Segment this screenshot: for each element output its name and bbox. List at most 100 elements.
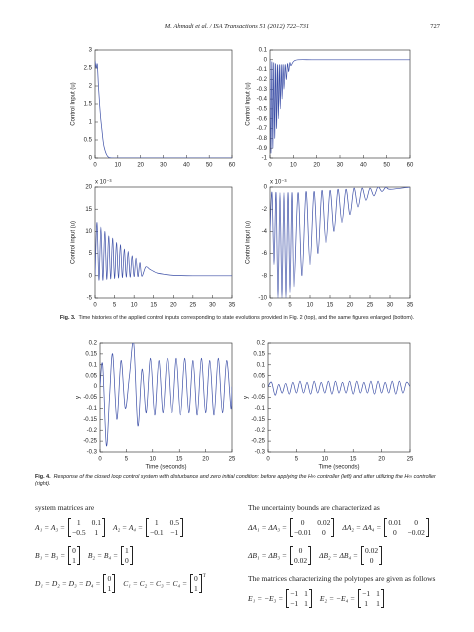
- plot: -0.3 -0.25 -0.2 -0.15 -0.1 -0.05 0 0.05 0.1 0.15 0…: [76, 341, 236, 471]
- matrix-entry: 0: [72, 546, 76, 555]
- equation-line: A₁ = A₃ = 1 0.1 −0.5 1 A₂ = A₄ = 1 0.5 −0.1 −1: [35, 518, 235, 537]
- x-tick-label: 10: [321, 457, 328, 463]
- x-tick-label: 20: [170, 303, 177, 309]
- equation-line: ΔB₁ = ΔB₃ = 0 0.02 ΔB₂ = ΔB₄ = 0.02 0: [248, 546, 448, 565]
- matrix-entry: 1: [107, 584, 112, 593]
- x-tick-label: 5: [295, 457, 299, 463]
- matrix-entry: 1: [364, 599, 368, 608]
- y-tick-label: 0.5: [84, 138, 93, 144]
- x-tick-label: 30: [337, 163, 344, 169]
- x-tick-label: 50: [206, 163, 213, 169]
- y-tick-label: -0.15: [83, 417, 97, 423]
- plot-frame: [269, 49, 411, 159]
- x-tick-label: 20: [378, 457, 385, 463]
- matrix-entry: −1: [362, 589, 371, 598]
- equation-term: ΔB₂ = ΔB₄ = 0.02 0: [319, 546, 383, 565]
- x-tick-label: 30: [160, 163, 167, 169]
- x-tick-label: 30: [209, 303, 216, 309]
- matrix-entry: 0: [369, 556, 374, 565]
- y-tick-label: -6: [262, 251, 268, 257]
- x-tick-label: 30: [387, 303, 394, 309]
- x-tick-label: 15: [327, 303, 334, 309]
- matrix-entry: −1: [290, 589, 299, 598]
- y-tick-label: 0.2: [257, 341, 266, 347]
- y-tick-label: 0: [264, 57, 268, 63]
- x-tick-label: 20: [347, 303, 354, 309]
- y-tick-label: 0: [89, 273, 93, 279]
- equation-lhs: A₂ = A₄ =: [112, 523, 143, 532]
- equation-lhs: ΔB₂ = ΔB₄ =: [319, 551, 358, 560]
- x-tick-label: 15: [150, 303, 157, 309]
- caption-label: Fig. 3.: [59, 315, 76, 321]
- equation-lhs: E₂ = −E₄ =: [319, 594, 356, 603]
- y-tick-label: -0.2: [257, 77, 268, 83]
- matrix: 0.02 0: [361, 546, 383, 565]
- matrix-entry: −0.1: [149, 528, 164, 537]
- y-axis-label: Control input (u): [246, 221, 252, 264]
- plot: -1 -0.9 -0.8 -0.7 -0.6 -0.5 -0.4 -0.3 -0.2 -0.1 0 0…: [246, 48, 414, 169]
- y-scale-label: x 10⁻³: [95, 180, 112, 186]
- y-tick-label: -0.25: [83, 439, 97, 445]
- y-tick-label: -0.4: [257, 97, 268, 103]
- y-tick-label: -0.15: [251, 417, 265, 423]
- y-tick-label: -0.8: [257, 136, 268, 142]
- y-axis-label: y: [76, 396, 82, 399]
- equation-term: ΔB₁ = ΔB₃ = 0 0.02: [248, 546, 312, 565]
- y-tick-label: -8: [262, 273, 268, 279]
- y-tick-label: -1: [262, 156, 268, 162]
- y-tick-label: -0.2: [87, 428, 98, 434]
- y-tick-label: 20: [85, 185, 92, 191]
- y-tick-label: 0.05: [253, 373, 265, 379]
- matrix: 0.01 0 0 −0.02: [384, 518, 429, 537]
- y-tick-label: 0.2: [89, 341, 98, 347]
- x-tick-label: 40: [183, 163, 190, 169]
- y-tick-label: -0.2: [255, 428, 266, 434]
- x-tick-label: 20: [202, 457, 209, 463]
- x-tick-label: 60: [229, 163, 236, 169]
- matrix-entry: 0.1: [91, 518, 101, 527]
- matrix-entry: 1: [376, 589, 380, 598]
- paragraph: The matrices characterizing the polytope…: [248, 574, 436, 583]
- y-scale-label: x 10⁻³: [270, 180, 287, 186]
- x-tick-label: 0: [93, 163, 97, 169]
- y-tick-label: -10: [258, 296, 267, 302]
- matrix-entry: 1: [94, 528, 99, 537]
- y-tick-label: 5: [89, 251, 93, 257]
- y-tick-label: -2: [262, 207, 268, 213]
- x-tick-label: 25: [190, 303, 197, 309]
- x-tick-label: 10: [131, 303, 138, 309]
- y-tick-label: -0.3: [255, 450, 266, 456]
- equation-line: E₁ = −E₃ = −1 1 −1 1 E₂ = −E₄ = −1 1 1 1: [248, 589, 448, 608]
- matrix-entry: −0.5: [72, 528, 86, 537]
- plot-frame: [94, 186, 233, 299]
- matrix-entry: 0: [194, 574, 198, 583]
- superscript: T: [202, 574, 206, 579]
- y-tick-label: -0.3: [257, 87, 268, 93]
- matrix-entry: −1: [170, 528, 179, 537]
- x-tick-label: 10: [149, 457, 156, 463]
- paragraph: The uncertainty bounds are characterized…: [248, 503, 380, 512]
- y-tick-label: 0: [264, 185, 268, 191]
- y-tick-label: 0.15: [253, 351, 265, 357]
- figure-caption: Fig. 4. Response of the closed loop contr…: [35, 474, 440, 488]
- y-axis-label: Control Input (u): [246, 82, 252, 125]
- y-tick-label: 0: [89, 156, 93, 162]
- x-tick-label: 10: [114, 163, 121, 169]
- equation-term: D₁ = D₂ = D₃ = D₄ = 0 1: [35, 574, 116, 593]
- y-axis-label: y: [244, 396, 250, 399]
- y-tick-label: -0.05: [83, 395, 97, 401]
- matrix-entry: 0.02: [293, 556, 308, 565]
- matrix: 1 0.1 −0.5 1: [68, 518, 105, 537]
- equation-line: ΔA₁ = ΔA₃ = 0 0.02 −0.01 0 ΔA₂ = ΔA₄ = 0.01 0 0−…: [248, 518, 448, 537]
- matrix-entry: 0: [321, 528, 326, 537]
- matrix: −1 1 1 1: [358, 589, 384, 608]
- y-tick-label: 1.5: [84, 102, 93, 108]
- plot-frame: [267, 342, 411, 453]
- equation-lhs: ΔA₁ = ΔA₃ =: [248, 523, 287, 532]
- y-tick-label: -0.9: [257, 146, 268, 152]
